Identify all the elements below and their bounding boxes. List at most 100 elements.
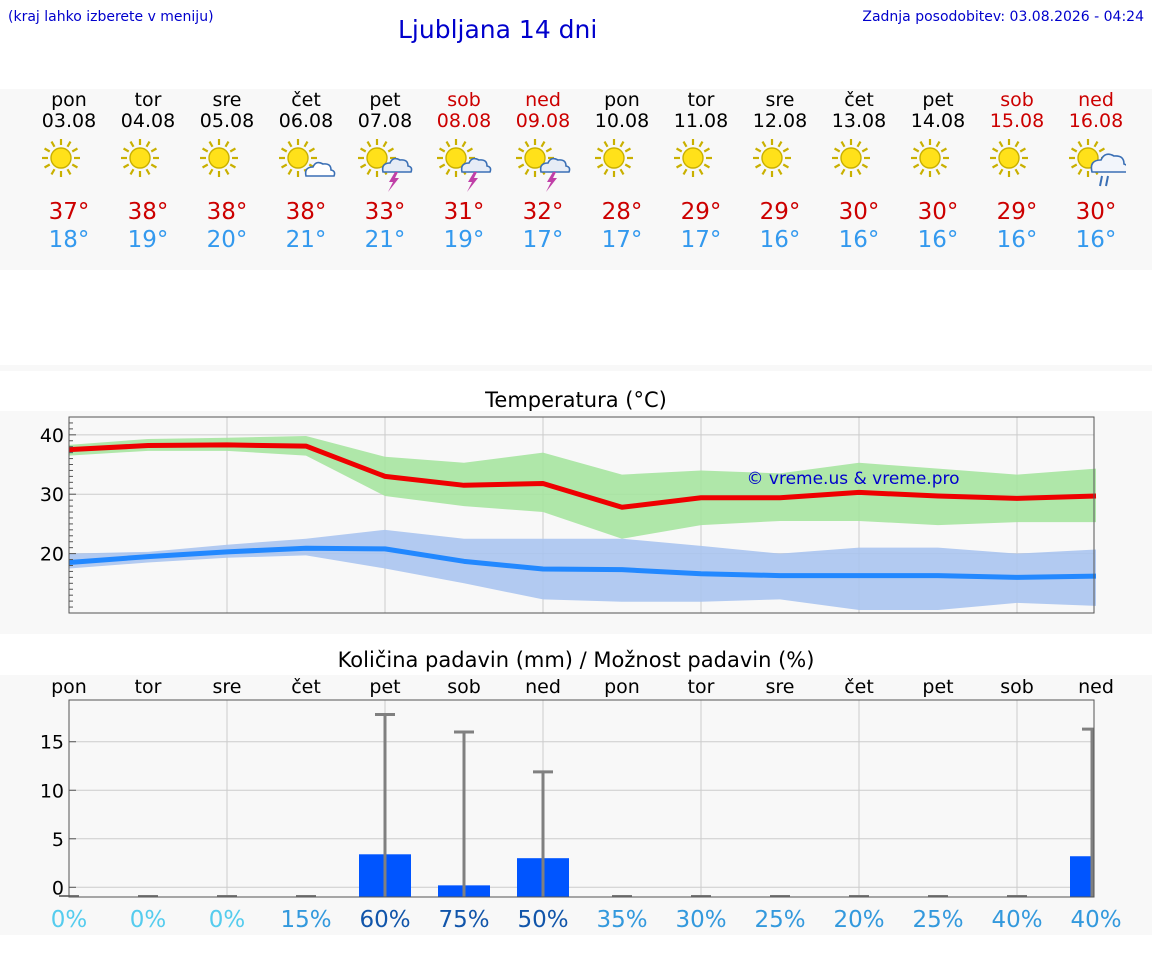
min-temp: 16° bbox=[838, 227, 880, 253]
y-tick-label: 10 bbox=[40, 780, 64, 802]
min-temp: 19° bbox=[443, 227, 485, 253]
precip-probability: 35% bbox=[596, 907, 647, 933]
forecast-day: pon 03.08 37° 18° bbox=[29, 90, 109, 254]
precipitation-chart: pon tor sre čet pet sob ned pon tor sre čet pet sob n… bbox=[40, 676, 1122, 933]
precip-probability: 0% bbox=[51, 907, 88, 933]
temperature-chart: 20 30 40 © vreme.us & vreme.pro bbox=[40, 416, 1097, 614]
day-date: 04.08 bbox=[120, 110, 176, 132]
precip-probability: 20% bbox=[833, 907, 884, 933]
precip-probability: 15% bbox=[280, 907, 331, 933]
sun-icon bbox=[829, 136, 889, 186]
min-temp: 17° bbox=[601, 227, 643, 253]
category-label: pet bbox=[922, 676, 953, 698]
day-name: pet bbox=[369, 89, 401, 111]
max-temp: 30° bbox=[838, 199, 880, 225]
min-temp: 16° bbox=[1075, 227, 1117, 253]
max-temp: 33° bbox=[364, 199, 406, 225]
max-temp: 37° bbox=[48, 199, 90, 225]
category-label: sre bbox=[766, 676, 795, 698]
forecast-day: pet 14.08 30° 16° bbox=[898, 90, 978, 254]
day-name: ned bbox=[525, 89, 561, 111]
y-tick-label: 20 bbox=[40, 544, 64, 566]
max-temp-line bbox=[68, 442, 1097, 510]
category-label: sob bbox=[447, 676, 481, 698]
min-temp: 17° bbox=[522, 227, 564, 253]
min-temp: 21° bbox=[364, 227, 406, 253]
sun-storm-icon bbox=[355, 136, 415, 192]
max-temp: 29° bbox=[996, 199, 1038, 225]
min-temp-line bbox=[68, 545, 1097, 580]
max-temp-band bbox=[69, 436, 1096, 539]
forecast-day: čet 13.08 30° 16° bbox=[819, 90, 899, 254]
category-label: tor bbox=[688, 676, 715, 698]
forecast-day: ned 09.08 32° 17° bbox=[503, 90, 583, 254]
day-date: 09.08 bbox=[515, 110, 571, 132]
precip-probability: 25% bbox=[912, 907, 963, 933]
temperature-plot-frame bbox=[68, 416, 1095, 614]
max-temp: 38° bbox=[285, 199, 327, 225]
day-name: pon bbox=[604, 89, 640, 111]
day-name: čet bbox=[291, 89, 321, 111]
min-temp: 21° bbox=[285, 227, 327, 253]
max-temp: 28° bbox=[601, 199, 643, 225]
sun-icon bbox=[671, 136, 731, 186]
precipitation-title: Količina padavin (mm) / Možnost padavin … bbox=[337, 648, 815, 672]
watermark: © vreme.us & vreme.pro bbox=[746, 469, 959, 489]
location-hint: (kraj lahko izberete v meniju) bbox=[8, 9, 214, 25]
day-name: pet bbox=[922, 89, 954, 111]
precip-probability: 25% bbox=[754, 907, 805, 933]
max-temp: 30° bbox=[1075, 199, 1117, 225]
max-temp: 38° bbox=[127, 199, 169, 225]
y-tick-label: 5 bbox=[52, 829, 64, 851]
precipitation-plot-frame bbox=[68, 699, 1095, 898]
day-name: ned bbox=[1078, 89, 1114, 111]
category-label: pon bbox=[51, 676, 87, 698]
last-updated: Zadnja posodobitev: 03.08.2026 - 04:24 bbox=[862, 9, 1144, 25]
precip-probability: 60% bbox=[359, 907, 410, 933]
sun-icon bbox=[39, 136, 99, 186]
temperature-title: Temperatura (°C) bbox=[485, 388, 667, 412]
category-label: čet bbox=[291, 676, 321, 698]
precip-probability: 0% bbox=[130, 907, 167, 933]
precip-probability: 30% bbox=[675, 907, 726, 933]
precip-probability: 75% bbox=[438, 907, 489, 933]
page-title: Ljubljana 14 dni bbox=[398, 15, 598, 44]
category-label: ned bbox=[525, 676, 561, 698]
min-temp: 16° bbox=[996, 227, 1038, 253]
sun-storm-icon bbox=[434, 136, 494, 192]
divider bbox=[0, 365, 1152, 371]
sun-storm-icon bbox=[513, 136, 573, 192]
sun-cloud-icon bbox=[276, 136, 336, 186]
day-date: 06.08 bbox=[278, 110, 334, 132]
day-date: 08.08 bbox=[436, 110, 492, 132]
category-label: čet bbox=[844, 676, 874, 698]
y-tick-label: 40 bbox=[40, 425, 64, 447]
day-date: 03.08 bbox=[41, 110, 97, 132]
precip-probability: 40% bbox=[1070, 907, 1121, 933]
precip-bar bbox=[1070, 856, 1094, 897]
precip-probability: 40% bbox=[991, 907, 1042, 933]
min-temp: 18° bbox=[48, 227, 90, 253]
forecast-day: tor 04.08 38° 19° bbox=[108, 90, 188, 254]
max-temp: 29° bbox=[759, 199, 801, 225]
sun-icon bbox=[592, 136, 652, 186]
max-temp: 31° bbox=[443, 199, 485, 225]
sun-icon bbox=[750, 136, 810, 186]
category-label: sre bbox=[213, 676, 242, 698]
sun-icon bbox=[908, 136, 968, 186]
y-tick-label: 15 bbox=[40, 732, 64, 754]
forecast-day: ned 16.08 30° 16° bbox=[1056, 90, 1136, 254]
day-name: tor bbox=[687, 89, 715, 111]
forecast-day: sre 12.08 29° 16° bbox=[740, 90, 820, 254]
day-date: 05.08 bbox=[199, 110, 255, 132]
day-date: 13.08 bbox=[831, 110, 887, 132]
day-name: sre bbox=[212, 89, 242, 111]
category-label: ned bbox=[1078, 676, 1114, 698]
min-temp: 17° bbox=[680, 227, 722, 253]
min-temp: 16° bbox=[759, 227, 801, 253]
forecast-day: pet 07.08 33° 21° bbox=[345, 90, 425, 254]
max-temp: 38° bbox=[206, 199, 248, 225]
day-date: 11.08 bbox=[673, 110, 729, 132]
max-temp: 29° bbox=[680, 199, 722, 225]
category-label: sob bbox=[1000, 676, 1034, 698]
